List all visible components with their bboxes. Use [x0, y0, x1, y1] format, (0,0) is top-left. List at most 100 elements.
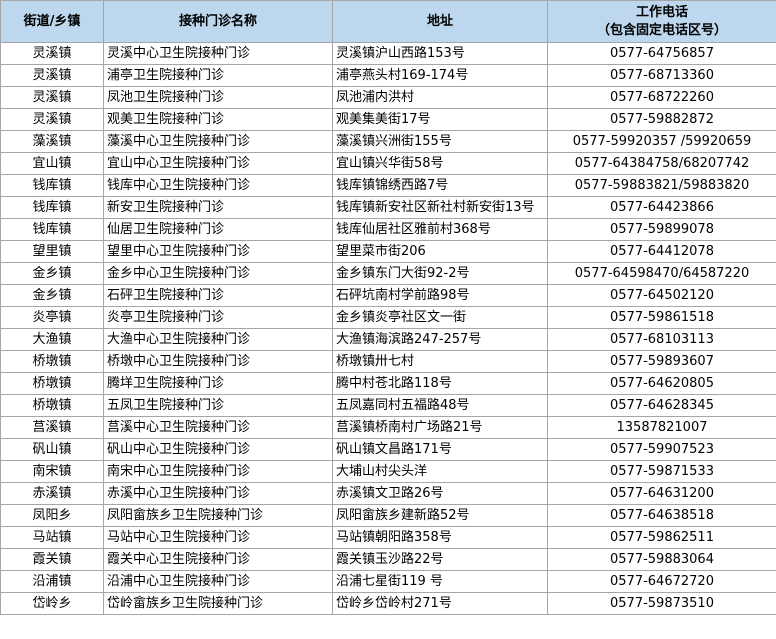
table-cell: 岱岭乡: [0, 592, 104, 615]
table-cell: 腾垟卫生院接种门诊: [103, 372, 333, 395]
table-cell: 藻溪中心卫生院接种门诊: [103, 130, 333, 153]
table-cell: 钱库镇: [0, 196, 104, 219]
table-row: 望里镇 望里中心卫生院接种门诊 望里菜市街206 0577-64412078: [0, 240, 776, 263]
table-cell: 浦亭卫生院接种门诊: [103, 64, 333, 87]
table-cell: 0577-64638518: [547, 504, 776, 527]
table-cell: 石砰卫生院接种门诊: [103, 284, 333, 307]
table-cell: 灵溪镇: [0, 64, 104, 87]
table-cell: 0577-59861518: [547, 306, 776, 329]
table-cell: 马站中心卫生院接种门诊: [103, 526, 333, 549]
table-cell: 0577-68103113: [547, 328, 776, 351]
table-cell: 0577-68713360: [547, 64, 776, 87]
table-cell: 莒溪镇桥南村广场路21号: [332, 416, 548, 439]
table-cell: 赤溪中心卫生院接种门诊: [103, 482, 333, 505]
table-cell: 0577-64756857: [547, 42, 776, 65]
table-cell: 五凤嘉同村五福路48号: [332, 394, 548, 417]
table-cell: 矾山镇文昌路171号: [332, 438, 548, 461]
table-cell: 望里镇: [0, 240, 104, 263]
table-cell: 0577-64672720: [547, 570, 776, 593]
table-cell: 灵溪镇: [0, 108, 104, 131]
table-cell: 凤池卫生院接种门诊: [103, 86, 333, 109]
header-cell: 街道/乡镇: [0, 0, 104, 43]
table-cell: 仙居卫生院接种门诊: [103, 218, 333, 241]
table-cell: 0577-59907523: [547, 438, 776, 461]
table-cell: 马站镇: [0, 526, 104, 549]
table-cell: 矾山中心卫生院接种门诊: [103, 438, 333, 461]
table-cell: 宜山中心卫生院接种门诊: [103, 152, 333, 175]
table-cell: 0577-64412078: [547, 240, 776, 263]
header-line: 工作电话: [635, 4, 688, 20]
table-cell: 灵溪镇: [0, 42, 104, 65]
table-cell: 0577-59882872: [547, 108, 776, 131]
table-cell: 凤池浦内洪村: [332, 86, 548, 109]
table-row: 南宋镇 南宋中心卫生院接种门诊 大埔山村尖头洋 0577-59871533: [0, 460, 776, 483]
table-cell: 大埔山村尖头洋: [332, 460, 548, 483]
table-row: 霞关镇 霞关中心卫生院接种门诊 霞关镇玉沙路22号 0577-59883064: [0, 548, 776, 571]
table-cell: 灵溪镇沪山西路153号: [332, 42, 548, 65]
table-cell: 南宋镇: [0, 460, 104, 483]
table-cell: 金乡镇炎亭社区文一街: [332, 306, 548, 329]
table-cell: 0577-64631200: [547, 482, 776, 505]
table-cell: 钱库仙居社区雅前村368号: [332, 218, 548, 241]
table-cell: 0577-64502120: [547, 284, 776, 307]
table-row: 灵溪镇 灵溪中心卫生院接种门诊 灵溪镇沪山西路153号 0577-64756857: [0, 42, 776, 65]
table-row: 矾山镇 矾山中心卫生院接种门诊 矾山镇文昌路171号 0577-59907523: [0, 438, 776, 461]
table-row: 沿浦镇 沿浦中心卫生院接种门诊 沿浦七星街119 号 0577-64672720: [0, 570, 776, 593]
table-cell: 新安卫生院接种门诊: [103, 196, 333, 219]
table-cell: 南宋中心卫生院接种门诊: [103, 460, 333, 483]
table-cell: 灵溪中心卫生院接种门诊: [103, 42, 333, 65]
header-cell: 地址: [332, 0, 548, 43]
table-cell: 0577-59883064: [547, 548, 776, 571]
table-row: 金乡镇 石砰卫生院接种门诊 石砰坑南村学前路98号 0577-64502120: [0, 284, 776, 307]
table-cell: 0577-64423866: [547, 196, 776, 219]
table-cell: 莒溪中心卫生院接种门诊: [103, 416, 333, 439]
table-cell: 凤阳畲族乡卫生院接种门诊: [103, 504, 333, 527]
table-cell: 0577-64620805: [547, 372, 776, 395]
table-row: 桥墩镇 桥墩中心卫生院接种门诊 桥墩镇卅七村 0577-59893607: [0, 350, 776, 373]
table-cell: 灵溪镇: [0, 86, 104, 109]
table-cell: 钱库中心卫生院接种门诊: [103, 174, 333, 197]
table-row: 赤溪镇 赤溪中心卫生院接种门诊 赤溪镇文卫路26号 0577-64631200: [0, 482, 776, 505]
table-body: 灵溪镇 灵溪中心卫生院接种门诊 灵溪镇沪山西路153号 0577-64756857 灵溪…: [0, 42, 776, 615]
table-cell: 0577-64598470/64587220: [547, 262, 776, 285]
table-cell: 桥墩镇: [0, 394, 104, 417]
table-cell: 金乡镇: [0, 284, 104, 307]
header-cell: 接种门诊名称: [103, 0, 333, 43]
table-cell: 沿浦七星街119 号: [332, 570, 548, 593]
table-cell: 五凤卫生院接种门诊: [103, 394, 333, 417]
table-cell: 0577-59899078: [547, 218, 776, 241]
table-cell: 观美卫生院接种门诊: [103, 108, 333, 131]
table-cell: 矾山镇: [0, 438, 104, 461]
table-row: 炎亭镇 炎亭卫生院接种门诊 金乡镇炎亭社区文一街 0577-59861518: [0, 306, 776, 329]
table-cell: 赤溪镇: [0, 482, 104, 505]
table-row: 马站镇 马站中心卫生院接种门诊 马站镇朝阳路358号 0577-59862511: [0, 526, 776, 549]
table-cell: 大渔镇海滨路247-257号: [332, 328, 548, 351]
clinic-table: 街道/乡镇 接种门诊名称 地址 工作电话 （包含固定电话区号） 灵溪镇 灵溪中心卫生…: [0, 0, 776, 615]
table-cell: 钱库镇锦绣西路7号: [332, 174, 548, 197]
table-cell: 桥墩镇: [0, 350, 104, 373]
table-cell: 0577-68722260: [547, 86, 776, 109]
table-cell: 宜山镇: [0, 152, 104, 175]
table-cell: 沿浦中心卫生院接种门诊: [103, 570, 333, 593]
table-cell: 宜山镇兴华街58号: [332, 152, 548, 175]
table-cell: 桥墩镇卅七村: [332, 350, 548, 373]
table-cell: 钱库镇: [0, 174, 104, 197]
table-cell: 13587821007: [547, 416, 776, 439]
table-cell: 岱岭乡岱岭村271号: [332, 592, 548, 615]
table-cell: 钱库镇新安社区新社村新安街13号: [332, 196, 548, 219]
table-cell: 炎亭镇: [0, 306, 104, 329]
table-cell: 0577-64628345: [547, 394, 776, 417]
table-row: 桥墩镇 五凤卫生院接种门诊 五凤嘉同村五福路48号 0577-64628345: [0, 394, 776, 417]
table-cell: 0577-64384758/68207742: [547, 152, 776, 175]
table-row: 大渔镇 大渔中心卫生院接种门诊 大渔镇海滨路247-257号 0577-6810311…: [0, 328, 776, 351]
table-cell: 0577-59883821/59883820: [547, 174, 776, 197]
table-cell: 凤阳乡: [0, 504, 104, 527]
table-cell: 浦亭燕头村169-174号: [332, 64, 548, 87]
table-cell: 霞关镇: [0, 548, 104, 571]
table-row: 桥墩镇 腾垟卫生院接种门诊 腾中村苍北路118号 0577-64620805: [0, 372, 776, 395]
table-cell: 马站镇朝阳路358号: [332, 526, 548, 549]
table-cell: 0577-59862511: [547, 526, 776, 549]
table-row: 灵溪镇 浦亭卫生院接种门诊 浦亭燕头村169-174号 0577-68713360: [0, 64, 776, 87]
table-cell: 石砰坑南村学前路98号: [332, 284, 548, 307]
